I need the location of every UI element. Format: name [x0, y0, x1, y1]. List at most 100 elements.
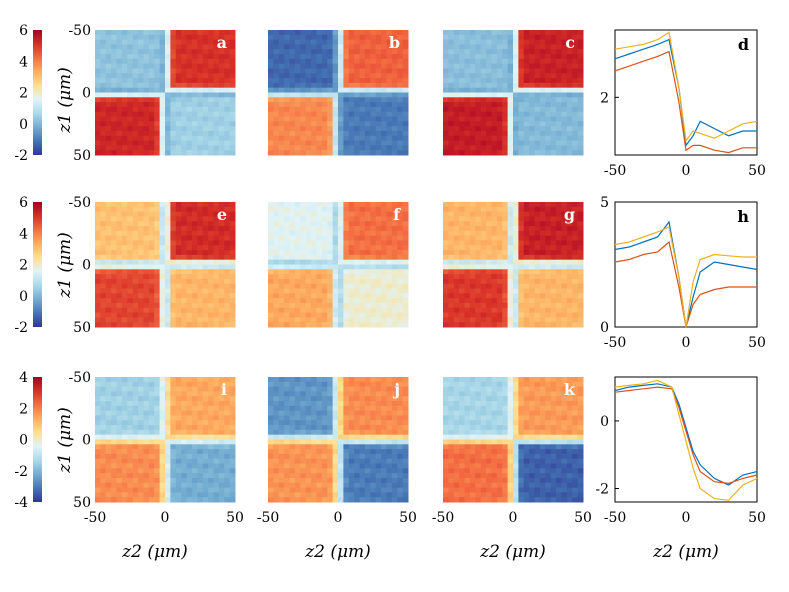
heatmap-cell: [556, 92, 562, 98]
heatmap-cell: [127, 34, 134, 41]
heatmap-cell: [386, 377, 393, 383]
heatmap-cell: [448, 130, 455, 137]
heatmap-cell: [127, 312, 134, 318]
heatmap-cell: [545, 63, 552, 69]
heatmap-cell: [105, 34, 112, 41]
heatmap-cell: [273, 97, 280, 103]
heatmap-cell: [181, 39, 188, 45]
heatmap-cell: [175, 386, 182, 392]
heatmap-cell: [197, 140, 204, 146]
heatmap-cell: [278, 401, 285, 407]
heatmap-cell: [359, 274, 366, 280]
heatmap-cell: [268, 298, 274, 304]
heatmap-cell: [327, 391, 334, 397]
heatmap-cell: [550, 312, 557, 318]
heatmap-cell: [165, 468, 171, 474]
heatmap-cell: [332, 135, 339, 142]
heatmap-cell: [148, 111, 155, 118]
heatmap-cell: [332, 54, 339, 60]
heatmap-cell: [181, 63, 188, 69]
heatmap-cell: [375, 317, 382, 323]
heatmap-cell: [391, 206, 398, 213]
heatmap-cell: [386, 264, 393, 270]
heatmap-cell: [186, 312, 193, 318]
heatmap-cell: [507, 97, 514, 103]
heatmap-cell: [486, 111, 492, 118]
heatmap-cell: [443, 130, 449, 137]
heatmap-cell: [268, 288, 274, 294]
heatmap-cell: [181, 439, 188, 445]
heatmap-cell: [381, 264, 387, 270]
heatmap-cell: [159, 121, 166, 127]
heatmap-cell: [154, 288, 161, 294]
heatmap-cell: [132, 211, 139, 217]
heatmap-cell: [111, 492, 118, 498]
heatmap-cell: [105, 202, 112, 208]
heatmap-cell: [143, 377, 150, 383]
heatmap-cell: [523, 116, 530, 122]
heatmap-cell: [502, 87, 509, 93]
heatmap-cell: [181, 211, 188, 217]
heatmap-cell: [386, 97, 393, 103]
heatmap-cell: [518, 269, 525, 275]
heatmap-cell: [491, 54, 498, 60]
heatmap-cell: [191, 391, 198, 397]
heatmap-cell: [100, 126, 107, 132]
heatmap-cell: [170, 73, 177, 79]
heatmap-cell: [165, 429, 171, 436]
heatmap-cell: [127, 386, 134, 392]
heatmap-cell: [197, 73, 204, 79]
heatmap-cell: [453, 283, 460, 290]
heatmap-cell: [550, 121, 557, 127]
heatmap-cell: [316, 121, 323, 127]
heatmap-cell: [391, 283, 398, 290]
heatmap-cell: [397, 111, 404, 118]
heatmap-cell: [213, 463, 220, 469]
heatmap-cell: [294, 254, 301, 261]
heatmap-cell: [448, 230, 455, 237]
heatmap-cell: [327, 102, 334, 108]
heatmap-cell: [327, 254, 334, 261]
heatmap-cell: [159, 140, 166, 146]
heatmap-cell: [300, 135, 307, 142]
heatmap-cell: [143, 211, 150, 217]
heatmap-cell: [402, 97, 409, 103]
heatmap-cell: [545, 130, 552, 137]
heatmap-cell: [523, 49, 530, 55]
heatmap-cell: [197, 377, 204, 383]
heatmap-cell: [381, 401, 387, 407]
heatmap-cell: [443, 116, 449, 122]
heatmap-cell: [202, 102, 209, 108]
heatmap-cell: [359, 63, 366, 69]
heatmap-cell: [402, 34, 409, 41]
heatmap-cell: [148, 381, 155, 388]
heatmap-cell: [534, 202, 541, 208]
heatmap-cell: [348, 54, 355, 60]
heatmap-cell: [208, 44, 214, 50]
heatmap-cell: [186, 92, 193, 98]
heatmap-cell: [300, 235, 307, 241]
heatmap-cell: [191, 420, 198, 426]
heatmap-cell: [278, 298, 285, 304]
heatmap-cell: [143, 482, 150, 489]
heatmap-cell: [170, 111, 177, 118]
heatmap-cell: [300, 126, 307, 132]
heatmap-cell: [95, 434, 101, 440]
heatmap-cell: [332, 44, 339, 50]
heatmap-cell: [165, 250, 171, 256]
heatmap-cell: [218, 106, 225, 113]
heatmap-cell: [480, 302, 487, 309]
heatmap-cell: [197, 245, 204, 251]
heatmap-cell: [202, 439, 209, 445]
heatmap-cell: [507, 202, 514, 208]
heatmap-cell: [95, 293, 101, 299]
heatmap-cell: [138, 111, 144, 118]
heatmap-cell: [475, 102, 482, 108]
heatmap-cell: [175, 34, 182, 41]
heatmap-cell: [539, 322, 546, 328]
heatmap-cell: [491, 140, 498, 146]
heatmap-cell: [213, 111, 220, 118]
heatmap-cell: [197, 420, 204, 426]
heatmap-cell: [186, 49, 193, 55]
heatmap-cell: [100, 145, 107, 151]
